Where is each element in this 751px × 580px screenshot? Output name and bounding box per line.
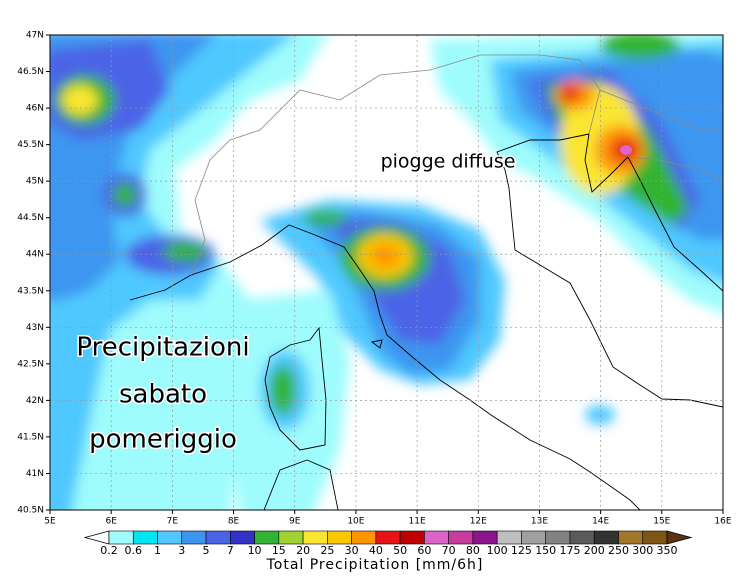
colorbar-label: 10 — [248, 544, 262, 557]
colorbar-box — [278, 530, 304, 545]
y-tick-label: 42N — [26, 396, 44, 406]
colorbar-label: 20 — [296, 544, 310, 557]
y-tick-label: 46.5N — [17, 67, 44, 77]
colorbar-label: 70 — [442, 544, 456, 557]
colorbar-label: 100 — [487, 544, 508, 557]
annotation: pomeriggio — [89, 425, 237, 455]
x-tick-label: 6E — [105, 517, 117, 527]
x-tick-label: 14E — [592, 517, 609, 527]
colorbar-box — [230, 530, 255, 545]
y-tick-label: 43.5N — [17, 286, 44, 296]
colorbar-label: 5 — [203, 544, 210, 557]
colorbar-label: 30 — [345, 544, 359, 557]
colorbar-label: 7 — [227, 544, 234, 557]
colorbar-label: 15 — [272, 544, 286, 557]
y-tick-label: 40.5N — [17, 506, 44, 516]
colorbar-label: 80 — [466, 544, 480, 557]
annotation: piogge diffuse — [381, 151, 516, 173]
y-tick-label: 44N — [26, 250, 44, 260]
colorbar-box — [545, 530, 571, 545]
y-tick-label: 46N — [26, 104, 44, 114]
colorbar-box — [472, 530, 498, 545]
y-tick-label: 42.5N — [17, 359, 44, 369]
coastline — [129, 133, 723, 510]
colorbar-box — [132, 530, 158, 545]
borders — [190, 54, 723, 276]
x-tick-label: 15E — [653, 517, 670, 527]
annotation: Precipitazioni — [76, 333, 249, 363]
map-frame — [49, 34, 724, 511]
colorbar-box — [254, 530, 280, 545]
x-tick-label: 12E — [470, 517, 487, 527]
colorbar-label: 200 — [584, 544, 605, 557]
colorbar-label: 0.6 — [125, 544, 143, 557]
colorbar-box — [375, 530, 401, 545]
colorbar-label: 300 — [632, 544, 653, 557]
colorbar-label: 1 — [154, 544, 161, 557]
colorbar-label: 125 — [511, 544, 532, 557]
x-tick-label: 10E — [347, 517, 364, 527]
colorbar-box — [205, 530, 231, 545]
annotation: sabato — [119, 380, 207, 410]
colorbar-box — [181, 530, 207, 545]
x-tick-label: 11E — [409, 517, 426, 527]
x-tick-label: 5E — [44, 517, 56, 527]
y-tick-label: 43N — [26, 323, 44, 333]
colorbar: 0.2 0.6 1 3 5 7 10 15 20 25 30 40 50 60 70 80 100 125 150 1… — [83, 530, 693, 557]
colorbar-box — [569, 530, 595, 545]
colorbar-label: 250 — [608, 544, 629, 557]
y-tick-label: 41.5N — [17, 432, 44, 442]
y-tick-label: 41N — [26, 469, 44, 479]
y-tick-label: 47N — [26, 31, 44, 41]
colorbar-box — [302, 530, 328, 545]
colorbar-box — [593, 530, 619, 545]
colorbar-box — [496, 530, 522, 545]
x-tick-label: 8E — [228, 517, 240, 527]
colorbar-box — [108, 530, 134, 545]
colorbar-box — [424, 530, 449, 545]
colorbar-title: Total Precipitation [mm/6h] — [266, 557, 484, 573]
colorbar-label: 3 — [178, 544, 185, 557]
colorbar-label: 25 — [320, 544, 334, 557]
precip-field — [50, 35, 723, 510]
colorbar-label: 150 — [535, 544, 556, 557]
precip-core — [620, 145, 632, 155]
colorbar-label: 175 — [559, 544, 580, 557]
colorbar-box — [327, 530, 352, 545]
x-tick-label: 16E — [714, 517, 731, 527]
y-tick-label: 44.5N — [17, 213, 44, 223]
colorbar-label: 60 — [417, 544, 431, 557]
colorbar-box — [157, 530, 183, 545]
colorbar-box — [521, 530, 546, 545]
colorbar-arrow — [666, 530, 693, 545]
graticule: 5E 6E 7E 8E 9E 10E 11E 12E 13E 14E 15E 16E 47N 46.5N 4… — [17, 31, 732, 527]
x-tick-label: 9E — [289, 517, 301, 527]
colorbar-label: 0.2 — [100, 544, 118, 557]
y-tick-label: 45N — [26, 177, 44, 187]
colorbar-label: 50 — [393, 544, 407, 557]
colorbar-box — [642, 530, 668, 545]
colorbar-label: 350 — [657, 544, 678, 557]
x-tick-label: 13E — [531, 517, 548, 527]
colorbar-box — [618, 530, 644, 545]
colorbar-box — [351, 530, 377, 545]
y-tick-label: 45.5N — [17, 140, 44, 150]
x-tick-label: 7E — [167, 517, 179, 527]
colorbar-box — [448, 530, 474, 545]
colorbar-box — [399, 530, 425, 545]
colorbar-label: 40 — [369, 544, 383, 557]
